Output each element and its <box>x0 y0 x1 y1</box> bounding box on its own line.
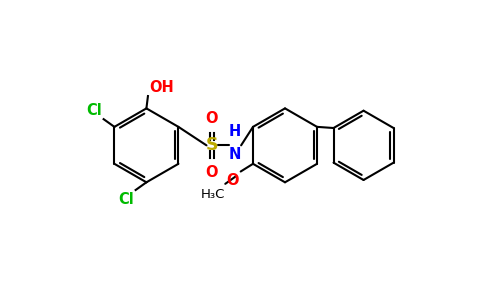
Text: Cl: Cl <box>86 103 102 118</box>
Text: O: O <box>227 173 239 188</box>
Text: O: O <box>206 111 218 126</box>
Text: N: N <box>229 147 241 162</box>
Text: H: H <box>229 124 241 139</box>
Text: S: S <box>206 136 218 154</box>
Text: O: O <box>206 165 218 180</box>
Text: OH: OH <box>150 80 174 94</box>
Text: H₃C: H₃C <box>201 188 225 202</box>
Text: Cl: Cl <box>119 191 134 206</box>
